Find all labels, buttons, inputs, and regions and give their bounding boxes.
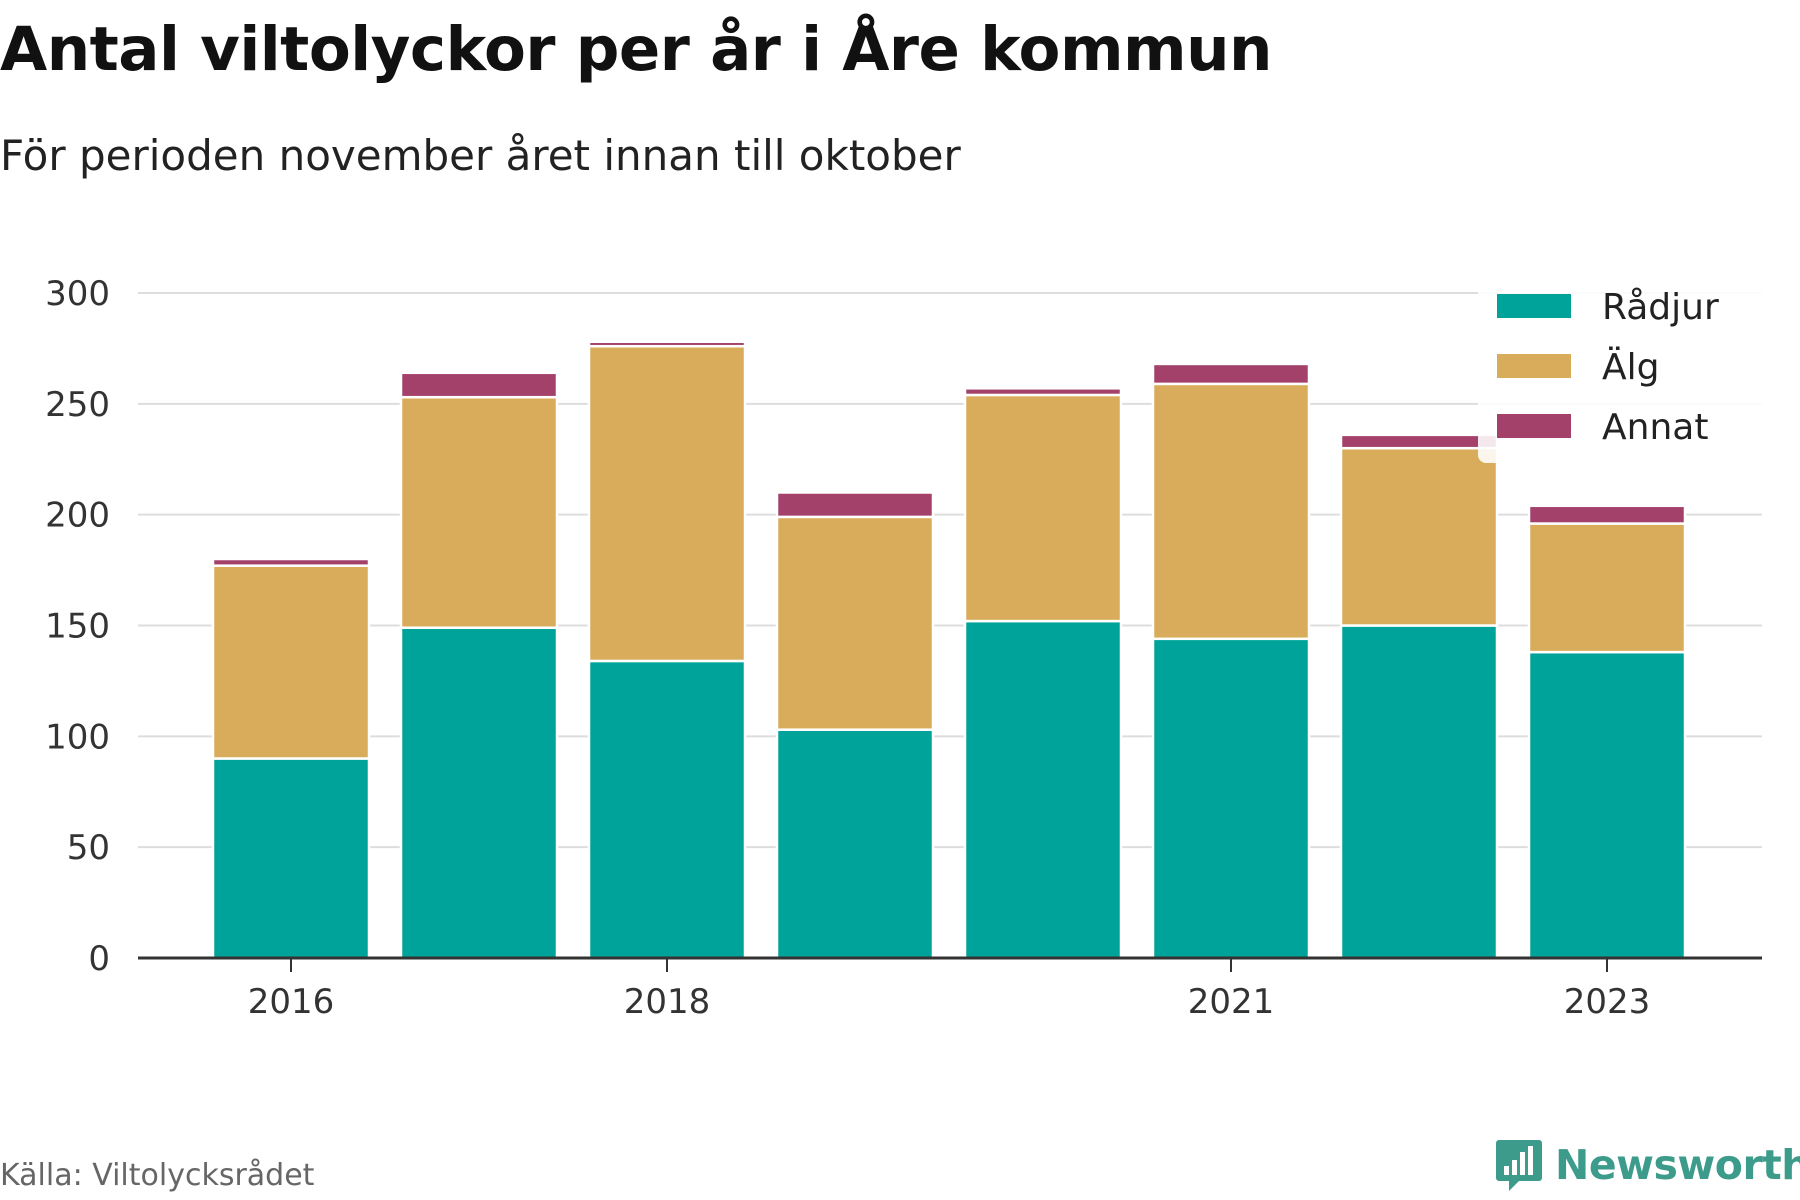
bar-segment <box>963 393 1123 623</box>
x-axis: 2016 2018 2021 2023 <box>138 956 1762 1022</box>
bar-segment <box>775 515 935 731</box>
bar-segment <box>587 659 747 960</box>
bar-segment <box>1339 433 1499 450</box>
bar-segment <box>963 387 1123 397</box>
x-tick-label: 2018 <box>624 982 711 1022</box>
x-tick-label: 2021 <box>1188 982 1275 1022</box>
bar-segment <box>211 757 371 960</box>
y-tick-label: 100 <box>45 717 110 757</box>
bar-segment <box>775 491 935 519</box>
y-axis-ticks: 0 50 100 150 200 250 300 <box>45 274 110 979</box>
y-tick-label: 200 <box>45 496 110 536</box>
bars <box>211 340 1687 960</box>
bar-segment <box>1339 624 1499 960</box>
bar-segment <box>1527 522 1687 654</box>
y-tick-label: 250 <box>45 385 110 425</box>
y-tick-label: 150 <box>45 607 110 647</box>
legend-swatch <box>1497 294 1571 318</box>
brand-name: Newsworthy <box>1555 1141 1800 1189</box>
legend-swatch <box>1497 414 1571 438</box>
bar-segment <box>399 371 559 399</box>
bar-segment <box>1151 637 1311 960</box>
source-note: Källa: Viltolycksrådet <box>0 1158 315 1193</box>
stacked-bar-chart: 0 50 100 150 200 250 300 2016 2018 2021 2023 Rådj… <box>45 268 1768 1022</box>
chart-subtitle: För perioden november året innan till ok… <box>0 131 961 180</box>
bar-segment <box>775 728 935 960</box>
bar-segment <box>587 344 747 663</box>
bar-segment <box>587 340 747 348</box>
bar-segment <box>1151 382 1311 641</box>
x-tick-label: 2023 <box>1564 982 1651 1022</box>
bar-segment <box>399 395 559 629</box>
bar-segment <box>1527 650 1687 960</box>
bar-segment <box>211 557 371 567</box>
bar-segment <box>963 619 1123 960</box>
legend-label: Annat <box>1602 407 1708 448</box>
bar-segment <box>211 564 371 760</box>
bar-segment <box>1151 362 1311 386</box>
bar-segment <box>1339 446 1499 627</box>
y-tick-label: 0 <box>88 939 110 979</box>
brand-logo[interactable]: Newsworthy <box>1495 1138 1800 1192</box>
y-tick-label: 50 <box>67 828 110 868</box>
x-tick-label: 2016 <box>248 982 335 1022</box>
bar-chart-icon <box>1496 1140 1542 1191</box>
legend-swatch <box>1497 354 1571 378</box>
y-tick-label: 300 <box>45 274 110 314</box>
legend-label: Älg <box>1602 346 1659 388</box>
legend: Rådjur Älg Annat <box>1478 268 1768 463</box>
bar-segment <box>399 626 559 960</box>
bar-segment <box>1527 504 1687 525</box>
chart-title: Antal viltolyckor per år i Åre kommun <box>0 14 1272 85</box>
legend-label: Rådjur <box>1602 287 1719 328</box>
